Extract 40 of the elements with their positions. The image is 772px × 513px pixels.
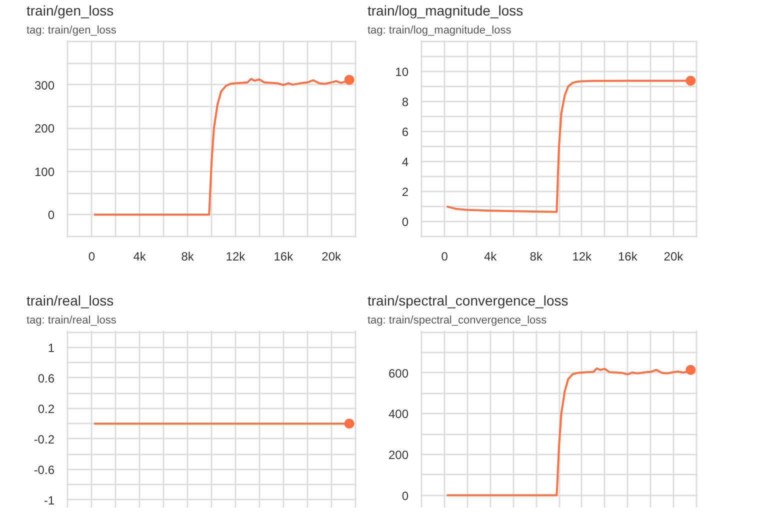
y-tick-label: 1 (48, 340, 55, 355)
y-tick-label: 4 (402, 155, 409, 170)
y-tick-label: 0.2 (38, 402, 55, 416)
x-tick-label: 8k (181, 250, 195, 264)
y-tick-label: 200 (34, 122, 55, 136)
x-tick-label: 8k (530, 250, 544, 264)
x-tick-label: 12k (572, 250, 593, 264)
y-tick-label: 2 (402, 185, 409, 200)
x-tick-label: 20k (664, 250, 684, 264)
y-tick-label: 8 (402, 94, 409, 109)
y-tick-label: -1 (44, 493, 55, 508)
x-tick-label: 4k (484, 250, 498, 264)
x-tick-label: 16k (618, 250, 638, 264)
chart-subtitle: tag: train/spectral_convergence_loss (368, 314, 548, 326)
x-tick-label: 4k (133, 250, 147, 264)
chart-title: train/log_magnitude_loss (368, 2, 524, 18)
y-tick-label: 0 (402, 488, 409, 503)
y-tick-label: 400 (388, 407, 409, 422)
y-tick-label: -0.2 (34, 432, 55, 446)
y-tick-label: 10 (395, 64, 409, 79)
chart-title: train/gen_loss (26, 2, 114, 18)
y-tick-label: 300 (34, 78, 55, 92)
x-tick-label: 20k (322, 250, 342, 264)
chart-title: train/real_loss (26, 292, 114, 308)
y-tick-label: 6 (402, 124, 409, 139)
y-tick-label: 0 (48, 208, 55, 222)
x-tick-label: 0 (88, 250, 96, 264)
y-tick-label: 100 (34, 164, 55, 179)
chart-subtitle: tag: train/log_magnitude_loss (368, 24, 512, 36)
y-tick-label: 0 (402, 215, 409, 230)
x-tick-label: 12k (226, 250, 246, 264)
y-tick-label: 200 (388, 448, 409, 462)
y-tick-label: 0.6 (38, 371, 55, 386)
chart-title: train/spectral_convergence_loss (368, 292, 568, 308)
chart-subtitle: tag: train/real_loss (26, 314, 117, 326)
y-tick-label: -0.6 (34, 462, 55, 477)
chart-subtitle: tag: train/gen_loss (26, 24, 117, 36)
y-tick-label: 600 (388, 366, 409, 380)
x-tick-label: 16k (274, 250, 294, 264)
x-tick-label: 0 (441, 250, 448, 264)
